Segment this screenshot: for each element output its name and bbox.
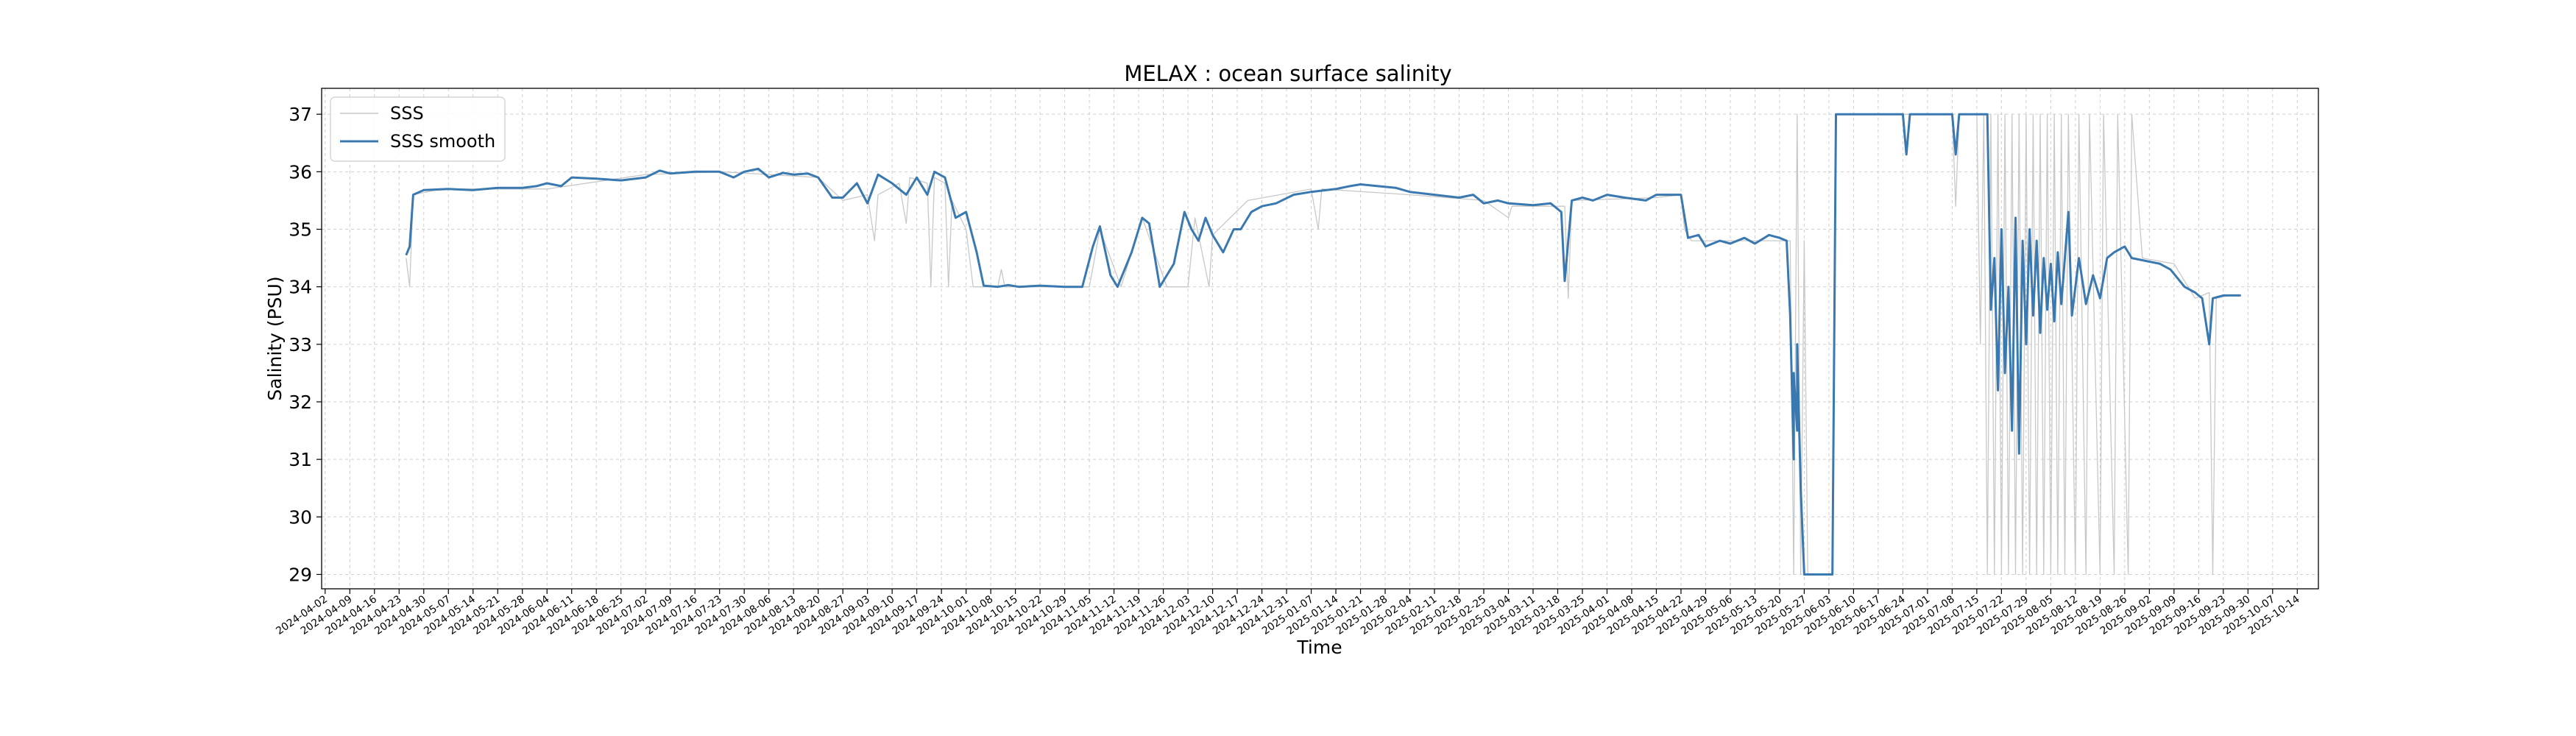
x-axis-label: Time xyxy=(1296,637,1342,658)
y-tick-label: 37 xyxy=(289,104,312,125)
y-tick-label: 33 xyxy=(289,334,312,355)
series-line-sss-smooth xyxy=(405,113,2241,576)
chart-title: MELAX : ocean surface salinity xyxy=(1124,61,1451,86)
series-line-sss xyxy=(406,113,2231,576)
plot-data xyxy=(405,113,2241,576)
y-tick-label: 29 xyxy=(289,564,312,585)
y-tick-label: 35 xyxy=(289,219,312,240)
legend-label-sss-smooth: SSS smooth xyxy=(390,131,495,152)
legend: SSS SSS smooth xyxy=(330,96,506,162)
y-axis-label: Salinity (PSU) xyxy=(264,276,286,400)
y-tick-label: 34 xyxy=(289,277,312,298)
y-tick-label: 36 xyxy=(289,161,312,183)
y-tick-label: 32 xyxy=(289,392,312,413)
legend-label-sss: SSS xyxy=(390,103,424,124)
plot-frame xyxy=(321,88,2319,590)
y-tick-label: 30 xyxy=(289,506,312,528)
y-tick-label: 31 xyxy=(289,449,312,470)
